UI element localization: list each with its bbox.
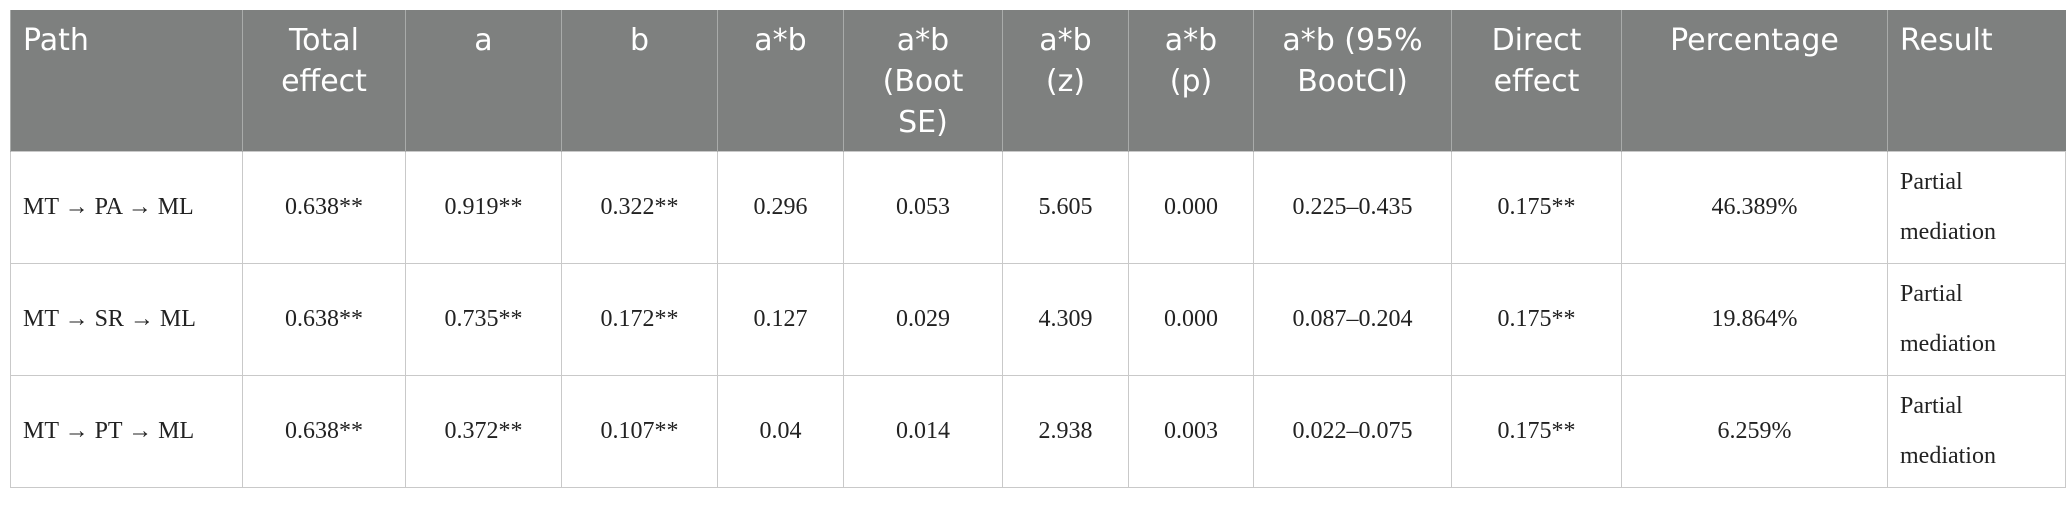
table-cell: 0.053 <box>843 150 1003 264</box>
table-cell: 0.000 <box>1128 262 1254 376</box>
table-cell: 0.022–0.075 <box>1253 374 1452 488</box>
header-cell: Path <box>10 10 243 151</box>
header-cell: b <box>561 10 718 151</box>
table-cell: 0.919** <box>405 150 562 264</box>
table-cell: 0.175** <box>1451 262 1622 376</box>
table-body: MT → PA → ML 0.638** 0.919** 0.322** 0.296 0.… <box>10 150 2066 488</box>
table-cell: 0.000 <box>1128 150 1254 264</box>
table-cell: 0.04 <box>717 374 844 488</box>
table-cell: Partial mediation <box>1887 374 2066 488</box>
header-cell: Direct effect <box>1451 10 1622 151</box>
header-cell: Percentage <box>1621 10 1888 151</box>
header-cell: a <box>405 10 562 151</box>
table-cell: MT → PT → ML <box>10 374 243 488</box>
table-cell: 0.638** <box>242 374 406 488</box>
table-row: MT → PT → ML 0.638** 0.372** 0.107** 0.04 0.0… <box>10 374 2066 488</box>
table-cell: 0.127 <box>717 262 844 376</box>
table-cell: 0.322** <box>561 150 718 264</box>
table-cell: 0.735** <box>405 262 562 376</box>
table-cell: 6.259% <box>1621 374 1888 488</box>
table-row: MT → PA → ML 0.638** 0.919** 0.322** 0.296 0.… <box>10 150 2066 264</box>
table-cell: 0.638** <box>242 150 406 264</box>
table-cell: 0.029 <box>843 262 1003 376</box>
table-cell: MT → PA → ML <box>10 150 243 264</box>
table-cell: 0.638** <box>242 262 406 376</box>
table-cell: Partial mediation <box>1887 262 2066 376</box>
table-cell: MT → SR → ML <box>10 262 243 376</box>
table-cell: Partial mediation <box>1887 150 2066 264</box>
table-cell: 0.003 <box>1128 374 1254 488</box>
header-cell: a*b <box>717 10 844 151</box>
header-cell: a*b (95% BootCI) <box>1253 10 1452 151</box>
table-cell: 5.605 <box>1002 150 1129 264</box>
header-cell: Result <box>1887 10 2066 151</box>
header-cell: a*b (z) <box>1002 10 1129 151</box>
table-cell: 0.372** <box>405 374 562 488</box>
header-cell: a*b (p) <box>1128 10 1254 151</box>
table-row: MT → SR → ML 0.638** 0.735** 0.172** 0.127 0.… <box>10 262 2066 376</box>
table-cell: 46.389% <box>1621 150 1888 264</box>
mediation-table: Path Total effect a b a*b a*b (Boot SE) a*b (z… <box>10 10 2066 488</box>
table-cell: 0.087–0.204 <box>1253 262 1452 376</box>
table-cell: 0.225–0.435 <box>1253 150 1452 264</box>
table-cell: 0.175** <box>1451 374 1622 488</box>
table-cell: 0.172** <box>561 262 718 376</box>
table-cell: 0.014 <box>843 374 1003 488</box>
table-cell: 4.309 <box>1002 262 1129 376</box>
table-cell: 0.175** <box>1451 150 1622 264</box>
table-cell: 2.938 <box>1002 374 1129 488</box>
table-cell: 0.296 <box>717 150 844 264</box>
table-cell: 0.107** <box>561 374 718 488</box>
table-cell: 19.864% <box>1621 262 1888 376</box>
header-cell: a*b (Boot SE) <box>843 10 1003 151</box>
table-header: Path Total effect a b a*b a*b (Boot SE) a*b (z… <box>10 10 2066 151</box>
header-cell: Total effect <box>242 10 406 151</box>
header-row: Path Total effect a b a*b a*b (Boot SE) a*b (z… <box>10 10 2066 151</box>
